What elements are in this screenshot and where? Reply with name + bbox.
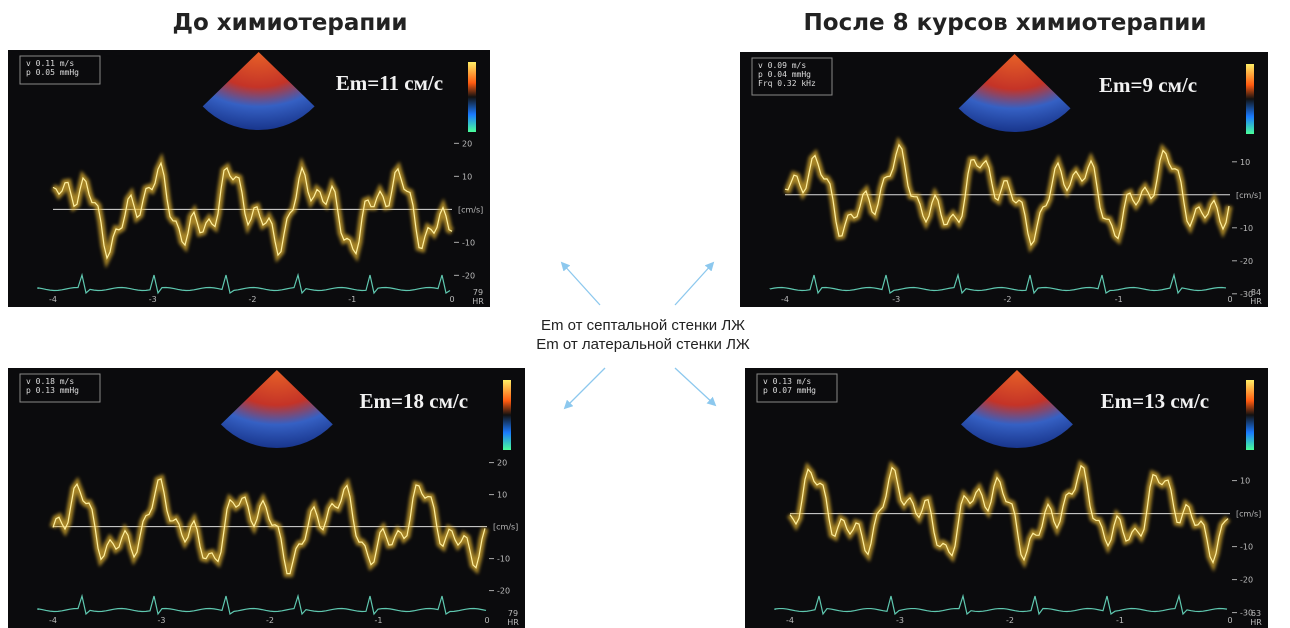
y-tick-label: -20 <box>1240 257 1253 266</box>
color-bar <box>503 380 511 450</box>
unit-label: [cm/s] <box>458 205 483 214</box>
info-text: p 0.04 mmHg <box>758 70 811 79</box>
hr-value: 79 <box>473 288 483 297</box>
ecg <box>769 272 1227 295</box>
em-label: Em=9 см/с <box>1099 73 1197 97</box>
x-tick-label: -2 <box>1004 295 1012 304</box>
x-tick-label: 0 <box>449 295 454 304</box>
hr-value: 79 <box>508 609 518 618</box>
y-tick-label: 10 <box>497 491 507 500</box>
info-text: v 0.11 m/s <box>26 59 74 68</box>
x-tick-label: -3 <box>896 616 904 625</box>
echo-sector <box>961 370 1073 448</box>
x-tick-label: 0 <box>484 616 489 625</box>
y-tick-label: -20 <box>1240 576 1253 585</box>
y-tick-label: -30 <box>1240 609 1253 618</box>
y-tick-label: 10 <box>1240 158 1250 167</box>
y-tick-label: -30 <box>1240 290 1253 299</box>
x-tick-label: -1 <box>375 616 383 625</box>
center-label: Em от латеральной стенки ЛЖ <box>536 336 750 353</box>
x-tick-label: -2 <box>1006 616 1014 625</box>
hr-unit: HR <box>507 618 519 627</box>
hr-unit: HR <box>1250 618 1262 627</box>
doppler-wave <box>52 161 453 260</box>
y-tick-label: -10 <box>462 238 475 247</box>
doppler-wave <box>52 478 486 575</box>
y-tick-label: 20 <box>497 459 507 468</box>
color-bar <box>1246 64 1254 134</box>
info-box <box>19 55 101 85</box>
x-tick-label: 0 <box>1227 295 1232 304</box>
info-text: Frq 0.32 kHz <box>758 79 816 88</box>
x-tick-label: -3 <box>892 295 900 304</box>
center-label: Em от септальной стенки ЛЖ <box>541 317 745 334</box>
x-tick-label: -2 <box>266 616 274 625</box>
info-text: p 0.07 mmHg <box>763 386 816 395</box>
y-tick-label: -10 <box>497 555 510 564</box>
hr-value: 63 <box>1251 609 1261 618</box>
y-tick-label: -10 <box>1240 543 1253 552</box>
y-tick-label: -10 <box>1240 224 1253 233</box>
info-box <box>756 373 838 403</box>
hr-unit: HR <box>1250 297 1262 306</box>
em-label: Em=18 см/с <box>360 389 469 413</box>
doppler-wave <box>789 464 1229 565</box>
info-text: p 0.05 mmHg <box>26 68 79 77</box>
doppler-panel: v 0.18 m/sp 0.13 mmHg Em=18 см/с2010-10-2… <box>8 368 525 628</box>
x-tick-label: -1 <box>348 295 356 304</box>
em-label: Em=13 см/с <box>1101 389 1210 413</box>
ecg <box>774 593 1228 616</box>
hr-value: 84 <box>1251 288 1261 297</box>
info-box <box>19 373 101 403</box>
left-title: До химиотерапии <box>173 10 408 36</box>
x-tick-label: -2 <box>249 295 257 304</box>
color-bar <box>468 62 476 132</box>
echo-sector <box>202 52 315 131</box>
x-tick-label: -4 <box>49 295 57 304</box>
unit-label: [cm/s] <box>1236 510 1261 519</box>
color-bar <box>1246 380 1254 450</box>
doppler-wave <box>784 143 1230 247</box>
arrows <box>560 261 717 410</box>
x-tick-label: -3 <box>158 616 166 625</box>
x-tick-label: -1 <box>1116 616 1124 625</box>
info-text: v 0.18 m/s <box>26 377 74 386</box>
info-text: p 0.13 mmHg <box>26 386 79 395</box>
echo-sector <box>220 370 333 448</box>
doppler-panel: v 0.13 m/sp 0.07 mmHg Em=13 см/с10-10-20-… <box>745 368 1268 628</box>
ecg <box>37 272 451 295</box>
y-tick-label: 10 <box>1240 477 1250 486</box>
em-label: Em=11 см/с <box>336 71 443 95</box>
y-tick-label: 20 <box>462 139 472 148</box>
x-tick-label: -4 <box>781 295 789 304</box>
doppler-panel: v 0.11 m/sp 0.05 mmHg Em=11 см/с2010-10-2… <box>8 50 490 307</box>
echo-sector <box>958 54 1071 133</box>
info-text: v 0.13 m/s <box>763 377 811 386</box>
x-tick-label: 0 <box>1227 616 1232 625</box>
x-tick-label: -3 <box>149 295 157 304</box>
ecg <box>37 593 487 616</box>
info-text: v 0.09 m/s <box>758 61 806 70</box>
hr-unit: HR <box>472 297 484 306</box>
unit-label: [cm/s] <box>1236 191 1261 200</box>
x-tick-label: -4 <box>49 616 57 625</box>
x-tick-label: -1 <box>1115 295 1123 304</box>
info-box <box>751 57 833 96</box>
y-tick-label: -20 <box>462 271 475 280</box>
unit-label: [cm/s] <box>493 523 518 532</box>
y-tick-label: 10 <box>462 172 472 181</box>
y-tick-label: -20 <box>497 587 510 596</box>
right-title: После 8 курсов химиотерапии <box>804 10 1207 36</box>
x-tick-label: -4 <box>786 616 794 625</box>
